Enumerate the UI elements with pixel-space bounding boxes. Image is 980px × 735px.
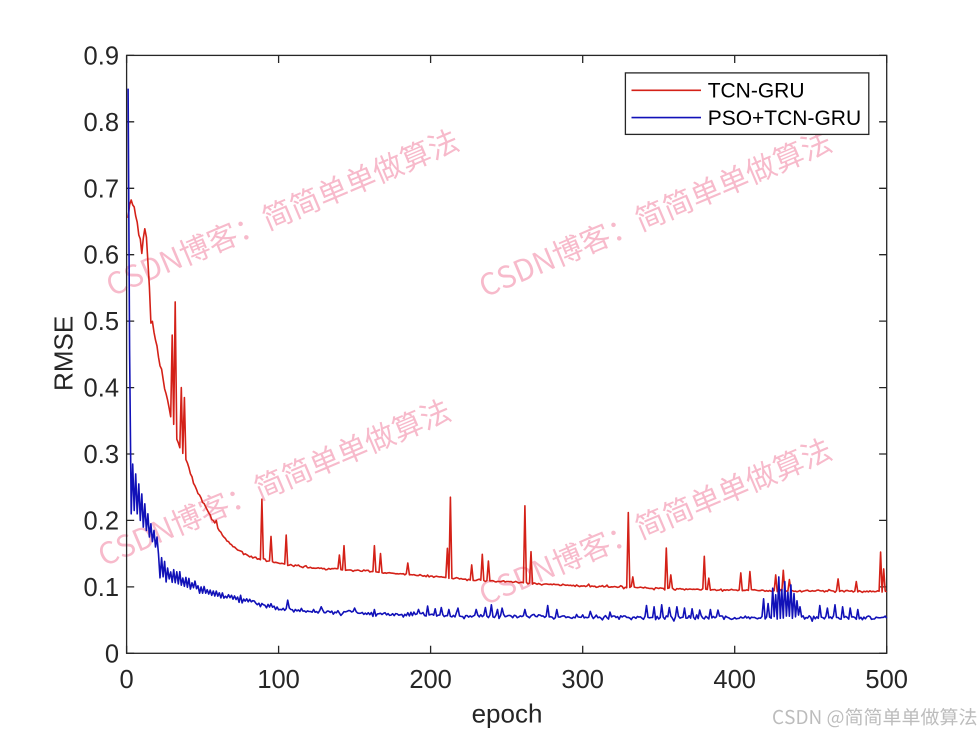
svg-text:0.4: 0.4 bbox=[84, 375, 119, 403]
svg-text:0.1: 0.1 bbox=[84, 574, 119, 602]
svg-text:0.5: 0.5 bbox=[84, 308, 119, 336]
svg-text:0.9: 0.9 bbox=[84, 42, 119, 70]
svg-text:0: 0 bbox=[105, 640, 119, 668]
svg-text:0.8: 0.8 bbox=[84, 109, 119, 137]
svg-text:0.6: 0.6 bbox=[84, 242, 119, 270]
svg-text:PSO+TCN-GRU: PSO+TCN-GRU bbox=[708, 107, 861, 130]
svg-text:400: 400 bbox=[713, 666, 756, 694]
svg-text:100: 100 bbox=[257, 666, 300, 694]
svg-text:0: 0 bbox=[120, 666, 134, 694]
svg-text:TCN-GRU: TCN-GRU bbox=[708, 79, 805, 102]
svg-text:200: 200 bbox=[409, 666, 452, 694]
svg-text:500: 500 bbox=[865, 666, 908, 694]
svg-text:0.7: 0.7 bbox=[84, 175, 119, 203]
svg-text:0.2: 0.2 bbox=[84, 507, 119, 535]
svg-text:RMSE: RMSE bbox=[49, 316, 79, 391]
svg-text:300: 300 bbox=[561, 666, 604, 694]
svg-text:0.3: 0.3 bbox=[84, 441, 119, 469]
svg-text:epoch: epoch bbox=[472, 699, 543, 729]
